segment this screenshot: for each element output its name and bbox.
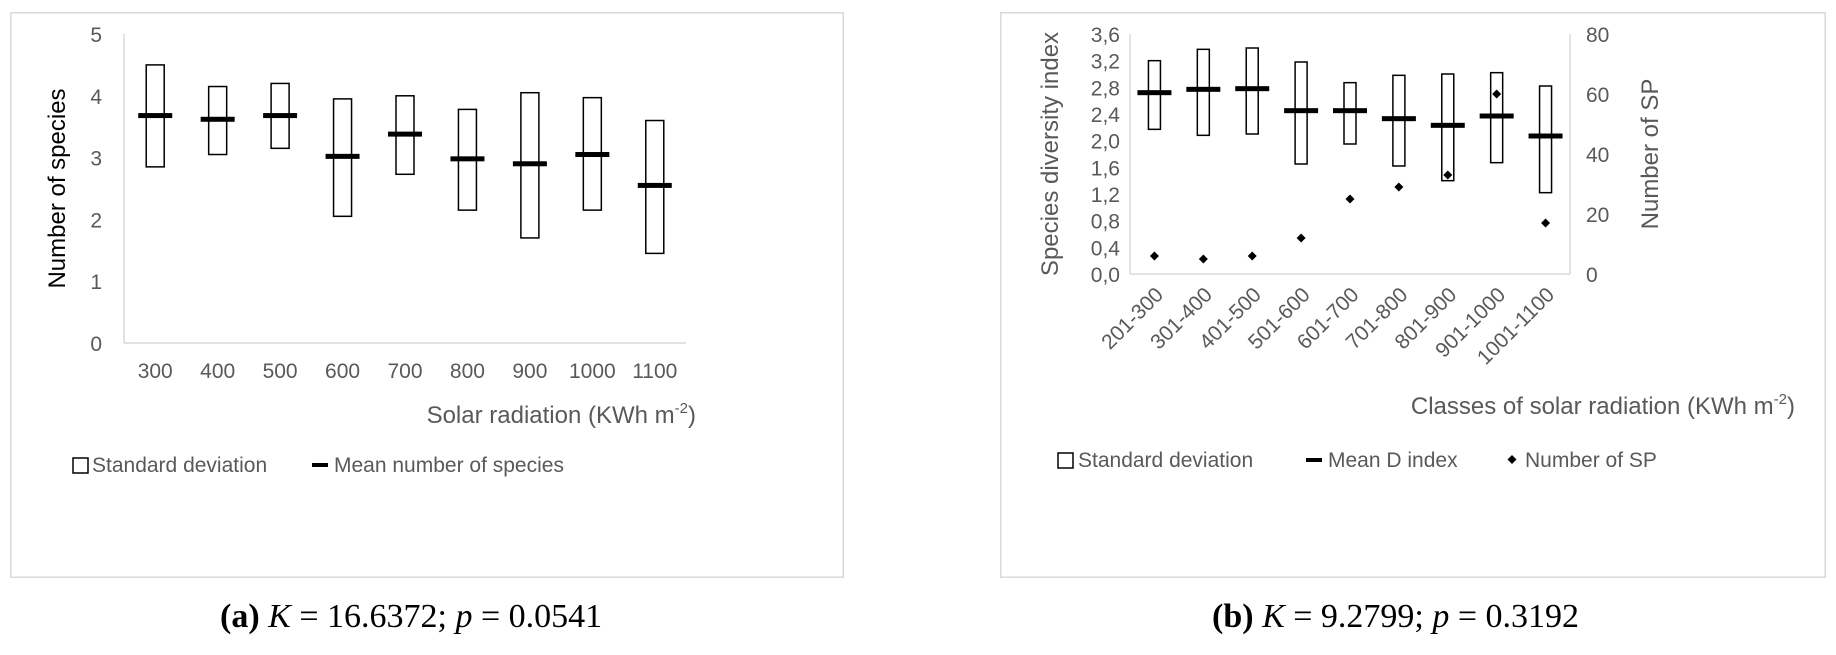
chart-panel-a: 0 1 2 3 4 5 300 400 500 600 700 800 900 1000 1100 Numbe…	[10, 12, 844, 578]
chart-a-xtick-0: 300	[138, 360, 173, 383]
chart-b-count-point-2	[1247, 251, 1257, 261]
chart-b-legend-count-swatch	[1507, 455, 1517, 464]
chart-b-legend-mean-label: Mean D index	[1328, 449, 1458, 472]
chart-b-legend-count-label: Number of SP	[1525, 449, 1657, 472]
chart-b-ytick-2: 0,8	[1091, 211, 1120, 234]
chart-b-ytick-1: 0,4	[1091, 237, 1121, 260]
caption-b: (b) K = 9.2799; p = 0.3192	[1212, 598, 1579, 636]
chart-a-mean-mark-8	[637, 182, 672, 188]
chart-b-count-point-6	[1443, 170, 1453, 180]
chart-a-ytick-4: 4	[90, 86, 102, 109]
chart-a-xtick-2: 500	[263, 360, 298, 383]
caption-a-p: p	[455, 598, 473, 635]
caption-a-k: K	[268, 598, 291, 635]
chart-b-count-point-8	[1541, 218, 1551, 228]
chart-a-xtick-6: 900	[512, 360, 547, 383]
chart-b-count-point-1	[1198, 254, 1208, 264]
chart-a-mean-mark-1	[200, 116, 235, 122]
chart-a-ytick-0: 0	[90, 333, 102, 356]
chart-b-frame	[1000, 12, 1826, 578]
chart-a-mean-mark-6	[512, 161, 547, 167]
chart-a-legend-sd-swatch	[72, 457, 89, 474]
chart-b-mean-mark-8	[1528, 133, 1563, 139]
chart-b-xlabel: Classes of solar radiation (KWh m-2)	[1411, 391, 1795, 420]
chart-a-legend-mean-label: Mean number of species	[334, 454, 564, 477]
chart-a-ytick-3: 3	[90, 148, 102, 171]
chart-a-xtick-4: 700	[387, 360, 422, 383]
chart-b-count-point-3	[1296, 233, 1306, 243]
chart-b-ytick-7: 2,8	[1091, 77, 1120, 100]
chart-a-mean-mark-5	[450, 156, 485, 162]
chart-a-xtick-7: 1000	[569, 360, 616, 383]
chart-b-svg: 0,00,40,81,21,62,02,42,83,23,60204060802…	[1000, 12, 1826, 578]
chart-a-ylabel: Number of species	[44, 88, 71, 288]
chart-a-frame	[10, 12, 844, 578]
caption-b-k: K	[1262, 598, 1285, 635]
chart-b-y2tick-4: 80	[1586, 24, 1609, 47]
chart-b-mean-mark-2	[1235, 86, 1270, 92]
chart-b-ytick-5: 2,0	[1091, 131, 1120, 154]
caption-a-p-value: = 0.0541	[472, 598, 603, 635]
chart-a-ytick-1: 1	[90, 271, 102, 294]
chart-a-mean-mark-7	[575, 152, 610, 158]
chart-b-ytick-8: 3,2	[1091, 51, 1120, 74]
chart-b-ytick-4: 1,6	[1091, 157, 1120, 180]
chart-a-legend-mean-swatch	[312, 463, 328, 467]
chart-b-legend-sd-swatch	[1057, 452, 1074, 469]
caption-b-k-value: = 9.2799;	[1284, 598, 1433, 635]
chart-b-mean-mark-0	[1137, 90, 1172, 96]
chart-b-mean-mark-7	[1479, 113, 1514, 119]
chart-b-y2tick-2: 40	[1586, 144, 1609, 167]
caption-b-p: p	[1432, 598, 1450, 635]
chart-a-mean-mark-4	[388, 131, 422, 137]
chart-b-y2label: Number of SP	[1637, 79, 1664, 230]
chart-panel-b: 0,0 0,4 0,8 1,2 1,6 2,0 2,4 2,8 3,2 3,6 0 20 40 60 80 2…	[1000, 12, 1826, 578]
chart-b-mean-mark-4	[1333, 108, 1367, 114]
chart-b-mean-mark-1	[1186, 86, 1221, 92]
chart-b-legend-sd-label: Standard deviation	[1078, 449, 1253, 472]
chart-b-count-point-0	[1149, 251, 1159, 261]
caption-b-label: (b)	[1212, 598, 1254, 635]
chart-b-y2tick-1: 20	[1586, 204, 1609, 227]
chart-b-count-point-7	[1492, 89, 1502, 99]
chart-a-ytick-5: 5	[90, 24, 102, 47]
chart-a-ytick-2: 2	[90, 209, 102, 232]
chart-b-ytick-9: 3,6	[1091, 24, 1120, 47]
chart-a-xtick-1: 400	[200, 360, 235, 383]
chart-b-mean-mark-6	[1430, 122, 1465, 128]
chart-b-ytick-6: 2,4	[1091, 104, 1121, 127]
chart-b-mean-mark-5	[1381, 116, 1416, 122]
chart-b-sd-box-8	[1538, 85, 1553, 194]
caption-a-label: (a)	[220, 598, 260, 635]
chart-b-ytick-3: 1,2	[1091, 184, 1120, 207]
chart-b-y2tick-3: 60	[1586, 84, 1609, 107]
chart-b-mean-mark-3	[1284, 108, 1319, 114]
chart-a-xtick-5: 800	[450, 360, 485, 383]
chart-b-y2tick-0: 0	[1586, 264, 1598, 287]
chart-a-mean-mark-3	[325, 153, 360, 159]
chart-b-legend-mean-swatch	[1306, 458, 1322, 462]
caption-a-k-value: = 16.6372;	[290, 598, 456, 635]
chart-a-mean-mark-2	[263, 113, 298, 119]
chart-a-legend-sd-label: Standard deviation	[92, 454, 267, 477]
chart-b-ylabel: Species diversity index	[1037, 32, 1064, 276]
chart-b-count-point-5	[1394, 182, 1404, 192]
chart-a-svg: 0 1 2 3 4 5 300 400 500 600 700 800 900 1000 1100 Numbe…	[10, 12, 844, 578]
caption-a: (a) K = 16.6372; p = 0.0541	[220, 598, 602, 636]
chart-b-count-point-4	[1345, 194, 1355, 204]
chart-a-mean-mark-0	[138, 113, 173, 119]
caption-b-p-value: = 0.3192	[1449, 598, 1580, 635]
chart-b-sd-box-1	[1196, 48, 1211, 137]
chart-b-sd-box-4	[1343, 81, 1357, 145]
chart-a-xtick-8: 1100	[632, 360, 677, 383]
chart-a-xlabel: Solar radiation (KWh m-2)	[427, 400, 696, 429]
chart-b-ytick-0: 0,0	[1091, 264, 1120, 287]
chart-a-xtick-3: 600	[325, 360, 360, 383]
